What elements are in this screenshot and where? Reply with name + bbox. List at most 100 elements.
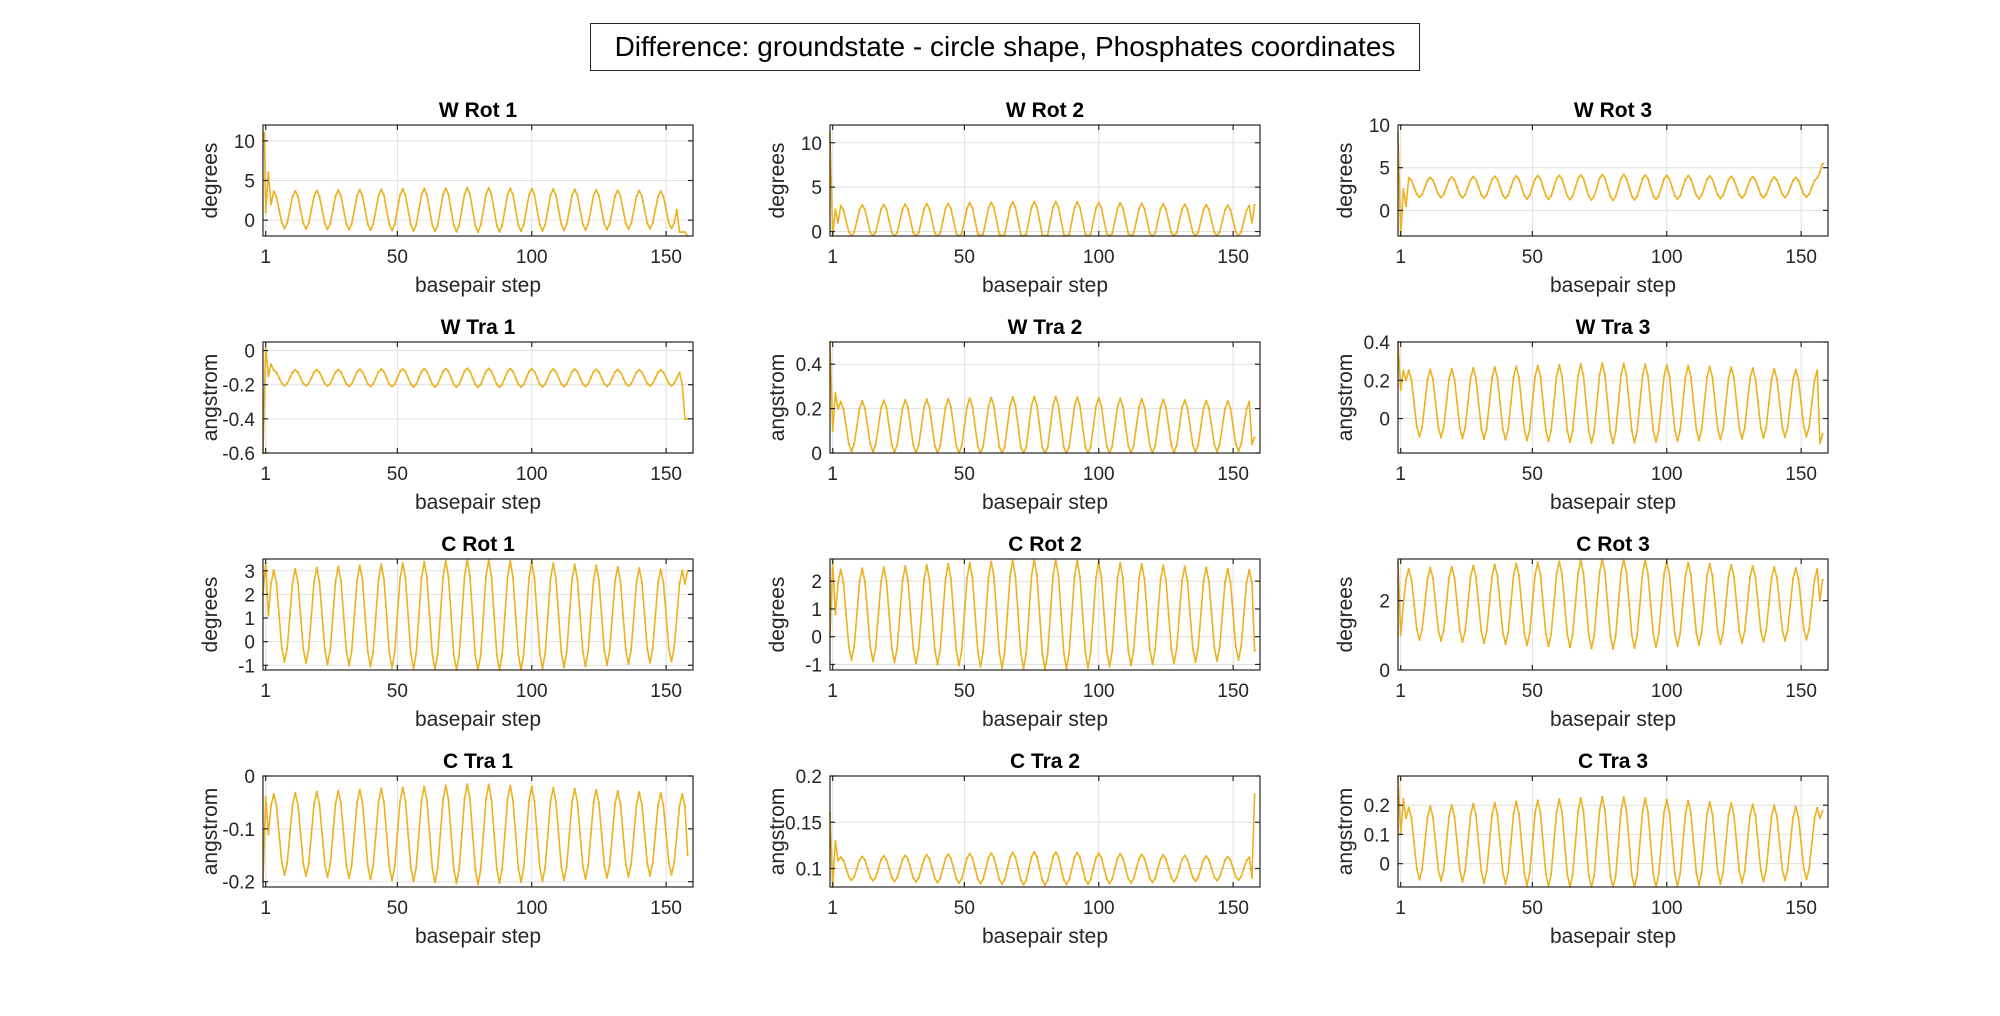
data-point [1493,366,1496,369]
data-point [1805,435,1808,438]
data-point [947,562,950,566]
data-point [294,189,297,193]
data-point [573,368,576,371]
data-point [1197,231,1200,234]
data-point [334,802,337,805]
data-point [1533,375,1537,378]
data-point [541,229,544,232]
data-point [1407,369,1410,372]
x-tick-label: 1 [827,681,838,702]
data-point [1695,871,1698,874]
data-point [1431,577,1435,580]
data-point [1517,812,1521,815]
y-axis-label: angstrom [199,354,222,442]
data-point [613,370,617,374]
data-point [1641,572,1644,575]
data-point [1499,186,1502,189]
data-point [855,425,858,428]
data-point [1794,176,1797,179]
data-point [901,208,904,211]
data-point [310,614,313,617]
data-point [1167,425,1170,428]
data-point [291,803,294,807]
data-point [1512,178,1515,181]
data-point [396,614,399,617]
data-point [990,560,993,563]
subplot-title: C Rot 1 [441,533,515,556]
data-point [1705,376,1709,379]
data-point [1520,402,1523,405]
data-point [382,800,386,803]
data-point [646,382,649,385]
series-line [1397,775,1824,888]
data-point [579,208,582,211]
data-point [374,208,377,211]
x-tick-label: 150 [1217,681,1249,702]
data-point [1687,174,1690,177]
data-point [428,833,431,836]
data-point [847,645,850,648]
data-point [1000,883,1004,886]
data-point [1767,602,1770,606]
data-point [401,786,404,789]
data-point [1794,805,1797,808]
data-point [1593,195,1596,198]
data-point [264,211,267,214]
x-tick-label: 100 [1651,898,1683,919]
data-point [1751,175,1754,178]
data-point [1070,867,1073,870]
data-point [1084,445,1087,448]
data-point [1668,811,1671,814]
data-point [1617,402,1620,405]
data-point [1574,602,1577,606]
data-point [1697,883,1701,887]
data-point [546,208,549,211]
data-point [1078,575,1082,578]
data-point [1711,574,1714,577]
x-tick-label: 100 [1083,247,1115,268]
data-point [1081,867,1084,870]
data-point [1775,576,1779,580]
data-point [1711,813,1714,816]
data-point [1493,175,1496,178]
data-point [681,793,684,796]
data-point [1778,186,1781,189]
data-point [603,864,606,867]
data-point [1762,196,1765,199]
data-point [912,444,915,447]
data-point [390,879,394,882]
data-point [1148,232,1151,235]
data-point [1748,575,1752,579]
data-point [463,193,466,196]
data-point [1038,425,1041,428]
data-point [992,206,996,209]
data-point [560,223,563,226]
data-point [1759,193,1762,196]
data-point [1490,575,1494,578]
data-point [1746,186,1749,189]
data-point [369,228,372,232]
data-point [380,787,383,790]
data-point [1027,425,1030,428]
data-point [482,614,485,617]
data-point [436,867,439,870]
data-point [595,368,598,371]
data-point [1426,378,1429,381]
data-point [847,875,850,878]
data-point [1539,811,1542,814]
data-point [979,665,982,668]
data-point [957,881,961,885]
data-point [1504,883,1507,886]
data-point [1183,854,1186,857]
data-point [1657,873,1660,876]
data-point [1410,816,1413,819]
data-point [928,578,931,581]
data-point [678,371,681,374]
data-point [1466,842,1469,845]
data-point [681,383,684,386]
data-point [1041,652,1044,655]
data-point [1164,406,1168,409]
data-point [673,221,676,225]
data-point [874,876,877,879]
data-point [1813,816,1816,820]
